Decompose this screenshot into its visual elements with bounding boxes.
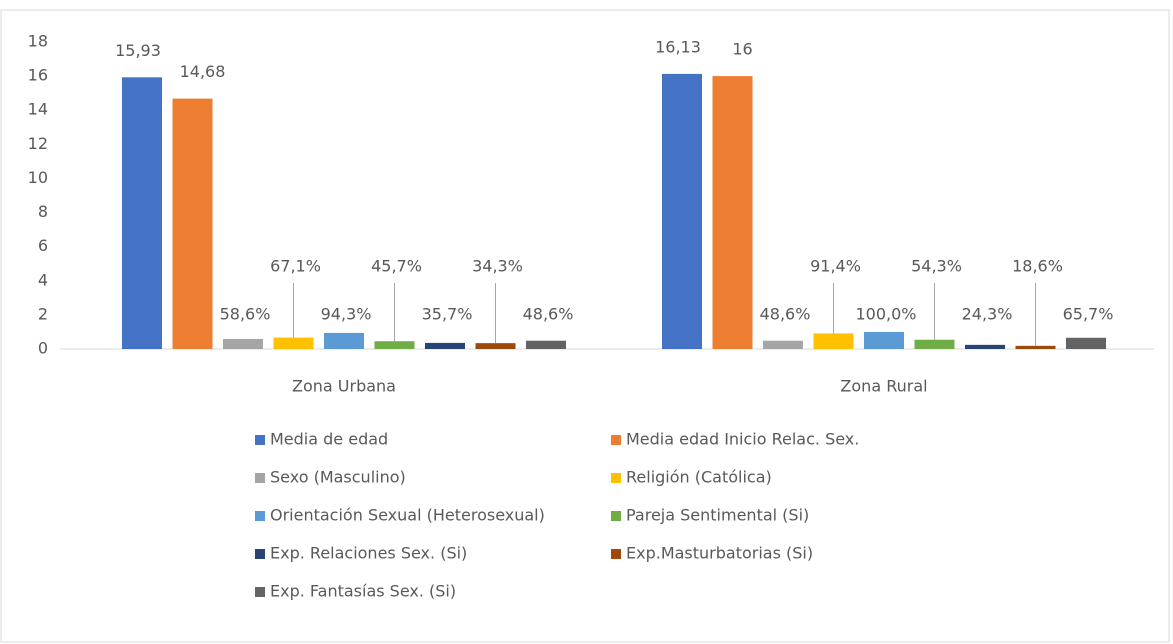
y-tick-label: 10	[28, 168, 48, 187]
legend-label: Religión (Católica)	[626, 468, 772, 487]
legend-swatch	[611, 473, 621, 483]
data-label: 91,4%	[810, 257, 861, 276]
bar	[172, 98, 213, 349]
data-label: 15,93	[115, 41, 161, 60]
bar	[425, 342, 465, 349]
data-label: 54,3%	[911, 257, 962, 276]
legend-swatch	[255, 587, 265, 597]
bar	[965, 344, 1005, 349]
legend-swatch	[255, 549, 265, 559]
y-tick-label: 12	[28, 134, 48, 153]
legend-label: Orientación Sexual (Heterosexual)	[270, 506, 545, 525]
legend-label: Exp.Masturbatorias (Si)	[626, 544, 813, 563]
legend-swatch	[611, 511, 621, 521]
bar	[122, 77, 162, 350]
data-label: 35,7%	[422, 305, 473, 324]
y-tick-label: 6	[38, 236, 48, 255]
y-tick-label: 4	[38, 270, 48, 289]
legend-label: Exp. Relaciones Sex. (Si)	[270, 544, 467, 563]
data-label: 58,6%	[220, 305, 271, 324]
legend-label: Media de edad	[270, 430, 388, 449]
data-label: 45,7%	[371, 257, 422, 276]
legend-swatch	[611, 549, 621, 559]
legend-swatch	[255, 511, 265, 521]
legend-swatch	[611, 435, 621, 445]
data-label: 100,0%	[855, 305, 916, 324]
bar	[662, 73, 702, 349]
y-tick-label: 8	[38, 202, 48, 221]
legend-label: Pareja Sentimental (Si)	[626, 506, 809, 525]
data-label: 18,6%	[1012, 257, 1063, 276]
legend-label: Sexo (Masculino)	[270, 468, 406, 487]
y-tick-label: 2	[38, 304, 48, 323]
data-label: 16	[732, 40, 752, 59]
data-label: 24,3%	[962, 305, 1013, 324]
data-label: 48,6%	[760, 305, 811, 324]
bar	[763, 340, 803, 349]
bar	[223, 339, 263, 349]
y-tick-label: 16	[28, 66, 48, 85]
bar	[1015, 345, 1056, 349]
legend-swatch	[255, 435, 265, 445]
bar	[273, 337, 314, 349]
data-label: 14,68	[180, 62, 226, 81]
data-label: 34,3%	[472, 257, 523, 276]
bar	[324, 332, 364, 349]
legend-swatch	[255, 473, 265, 483]
x-tick-label: Zona Rural	[840, 377, 927, 396]
data-label: 94,3%	[321, 305, 372, 324]
bar	[864, 331, 904, 349]
bar	[475, 343, 516, 349]
data-label: 65,7%	[1063, 305, 1114, 324]
bar	[526, 340, 566, 349]
bar	[712, 76, 753, 349]
bar	[813, 333, 854, 349]
x-tick-label: Zona Urbana	[292, 377, 396, 396]
legend-label: Exp. Fantasías Sex. (Si)	[270, 582, 456, 601]
data-label: 48,6%	[523, 305, 574, 324]
data-label: 16,13	[655, 37, 701, 56]
data-label: 67,1%	[270, 257, 321, 276]
y-tick-label: 14	[28, 100, 48, 119]
bar	[1066, 337, 1106, 349]
y-tick-label: 0	[38, 339, 48, 358]
bar	[914, 339, 955, 349]
legend-label: Media edad Inicio Relac. Sex.	[626, 430, 859, 449]
y-tick-label: 18	[28, 32, 48, 51]
bar	[374, 341, 415, 349]
